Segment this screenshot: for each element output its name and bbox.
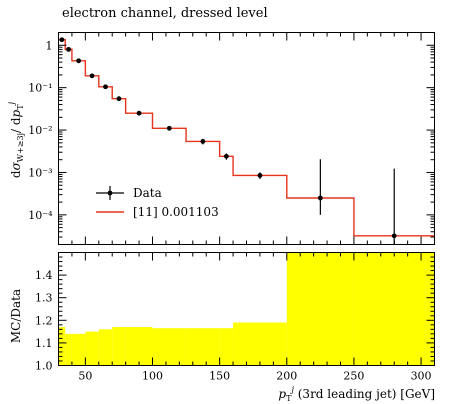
main-y-axis-label: dσW+≥3j/ dpTj: [7, 101, 25, 178]
ratio-band-bin: [353, 252, 435, 366]
x-tick-label: 250: [343, 370, 364, 383]
model-step-line: [58, 39, 435, 237]
data-point: [136, 110, 142, 116]
ratio-y-tick-label: 1.2: [35, 314, 53, 327]
data-point: [257, 173, 263, 178]
chart-title: electron channel, dressed level: [62, 6, 268, 21]
data-point: [59, 37, 65, 43]
data-point: [66, 46, 71, 52]
ratio-y-tick-label: 1.0: [35, 360, 53, 373]
legend-data-label: Data: [133, 186, 162, 200]
ratio-band-bin: [112, 327, 126, 366]
ratio-band-bin: [65, 333, 72, 366]
ratio-band-bin: [71, 333, 86, 366]
main-y-tick-label: 10⁻³: [28, 166, 52, 179]
ratio-band-bin: [219, 328, 234, 366]
main-y-tick-label: 1: [46, 39, 53, 52]
ratio-band-bin: [85, 331, 99, 366]
x-tick-label: 200: [276, 370, 297, 383]
main-y-tick-label: 10⁻²: [28, 124, 52, 137]
data-point: [391, 233, 397, 239]
main-panel-border: [58, 32, 435, 245]
data-point: [76, 58, 82, 64]
data-point: [166, 125, 172, 131]
ratio-band-bin: [286, 252, 354, 366]
x-tick-label: 100: [142, 370, 163, 383]
ratio-band-bin: [58, 327, 66, 366]
ratio-y-tick-label: 1.3: [35, 292, 53, 305]
ratio-y-tick-label: 1.1: [35, 337, 53, 350]
main-y-tick-label: 10⁻⁴: [28, 209, 53, 222]
legend-data-marker: [107, 190, 113, 196]
x-tick-label: 300: [411, 370, 432, 383]
data-point: [200, 139, 206, 144]
data-point: [89, 73, 95, 79]
data-point: [116, 96, 122, 102]
data-point: [223, 153, 229, 159]
x-tick-label: 50: [78, 370, 92, 383]
ratio-y-axis-label: MC/Data: [9, 289, 23, 343]
ratio-band-bin: [152, 328, 187, 366]
ratio-band-bin: [125, 327, 153, 366]
data-point: [103, 84, 108, 90]
legend-model-label: [11] 0.001103: [133, 205, 219, 219]
ratio-band-bin: [233, 322, 287, 366]
legend: Data [11] 0.001103: [96, 186, 219, 219]
x-tick-label: 150: [209, 370, 230, 383]
x-axis-label: pTj (3rd leading jet) [GeV]: [278, 385, 435, 403]
ratio-band-bin: [98, 329, 113, 366]
ratio-y-tick-label: 1.4: [35, 269, 53, 282]
main-y-tick-label: 10⁻¹: [28, 82, 52, 95]
ratio-band-bin: [186, 328, 220, 366]
data-point: [317, 195, 323, 201]
